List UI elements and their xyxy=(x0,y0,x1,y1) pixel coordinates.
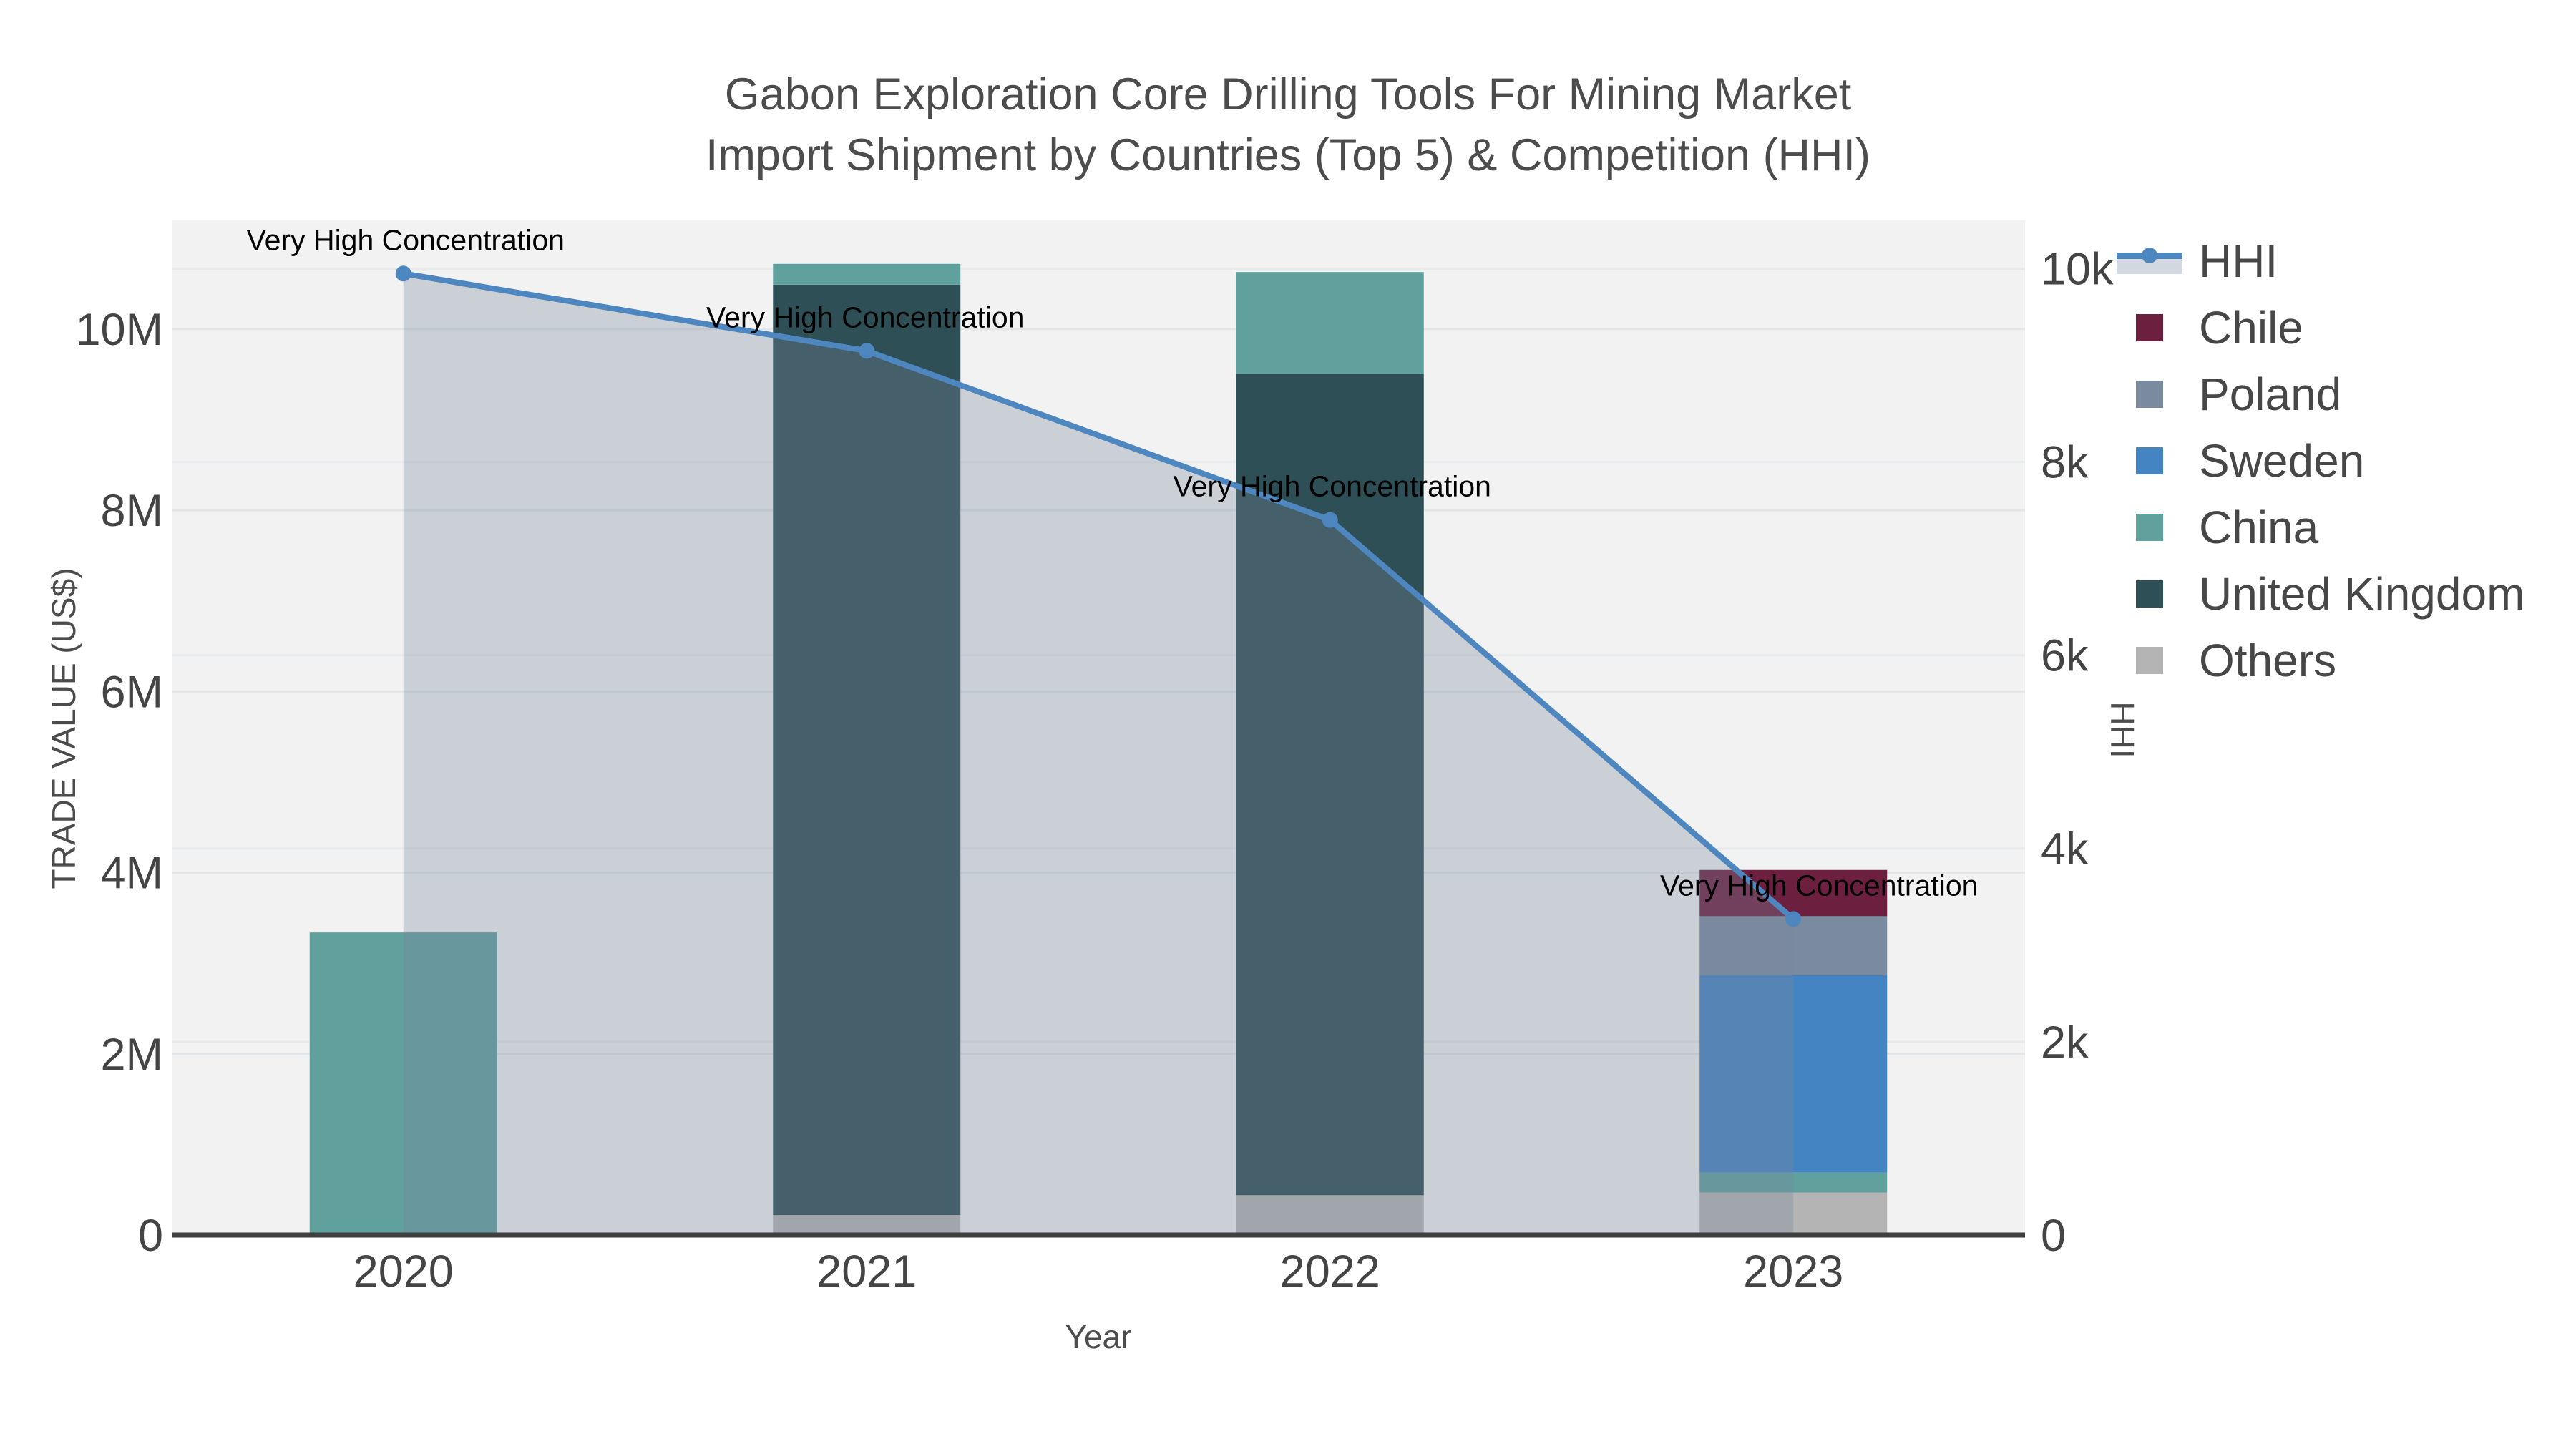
annotation-2023: Very High Concentration xyxy=(1660,869,1978,902)
legend-item-sweden[interactable]: Sweden xyxy=(2117,427,2524,494)
y-left-tick-0: 0 xyxy=(138,1211,163,1261)
y-left-tick-6M: 6M xyxy=(100,667,163,717)
bar-segment-united-kingdom-2021[interactable] xyxy=(773,284,961,1216)
hhi-marker-2021[interactable] xyxy=(859,343,875,359)
x-tick-2023: 2023 xyxy=(1743,1246,1843,1297)
x-axis-title: Year xyxy=(1065,1318,1132,1355)
bar-segment-china-2020[interactable] xyxy=(309,932,497,1235)
chart-title-line1: Gabon Exploration Core Drilling Tools Fo… xyxy=(725,69,1852,119)
x-tick-2022: 2022 xyxy=(1280,1246,1380,1297)
legend-item-chile[interactable]: Chile xyxy=(2117,294,2524,361)
legend-label: United Kingdom xyxy=(2199,567,2525,620)
annotation-2021: Very High Concentration xyxy=(706,301,1024,333)
poland-swatch-icon xyxy=(2117,380,2182,409)
legend-item-united-kingdom[interactable]: United Kingdom xyxy=(2117,560,2524,627)
bar-segment-chile-2023[interactable] xyxy=(1699,869,1888,917)
bar-segment-others-2023[interactable] xyxy=(1699,1192,1888,1235)
bar-segment-united-kingdom-2022[interactable] xyxy=(1236,373,1424,1196)
legend-item-china[interactable]: China xyxy=(2117,494,2524,560)
y-left-tick-10M: 10M xyxy=(75,305,163,355)
legend-label: Chile xyxy=(2199,301,2303,353)
y-left-tick-2M: 2M xyxy=(100,1030,163,1080)
legend-label: China xyxy=(2199,501,2319,553)
hhi-line-icon xyxy=(2117,247,2182,275)
y-right-tick-0: 0 xyxy=(2041,1211,2066,1261)
y-right-tick-8k: 8k xyxy=(2041,438,2089,488)
y-right-tick-4k: 4k xyxy=(2041,824,2089,874)
y-left-tick-4M: 4M xyxy=(100,849,163,899)
bar-segment-china-2022[interactable] xyxy=(1236,272,1424,374)
y-left-tick-8M: 8M xyxy=(100,486,163,536)
chile-swatch-icon xyxy=(2117,313,2182,342)
x-tick-2020: 2020 xyxy=(353,1246,454,1297)
hhi-line xyxy=(400,270,1797,922)
annotation-2020: Very High Concentration xyxy=(247,223,565,256)
legend-label: Others xyxy=(2199,634,2337,686)
bar-segment-china-2023[interactable] xyxy=(1699,1172,1888,1193)
bar-segment-others-2022[interactable] xyxy=(1236,1195,1424,1235)
x-tick-2021: 2021 xyxy=(816,1246,917,1297)
hhi-marker-2023[interactable] xyxy=(1785,911,1802,927)
legend-item-hhi[interactable]: HHI xyxy=(2117,228,2524,294)
y-right-tick-6k: 6k xyxy=(2041,631,2089,681)
y-right-tick-10k: 10k xyxy=(2041,245,2114,295)
sweden-swatch-icon xyxy=(2117,447,2182,475)
others-swatch-icon xyxy=(2117,646,2182,675)
hhi-marker-2020[interactable] xyxy=(395,265,411,282)
legend-label: HHI xyxy=(2199,235,2278,287)
legend-label: Poland xyxy=(2199,368,2342,420)
hhi-marker-2022[interactable] xyxy=(1322,512,1338,528)
china-swatch-icon xyxy=(2117,513,2182,542)
chart-title-line2: Import Shipment by Countries (Top 5) & C… xyxy=(706,130,1870,180)
legend-item-poland[interactable]: Poland xyxy=(2117,361,2524,427)
hhi-area-fill xyxy=(403,273,1794,1236)
bar-segment-others-2021[interactable] xyxy=(773,1215,961,1235)
legend-label: Sweden xyxy=(2199,434,2365,487)
y-left-axis-title: TRADE VALUE (US$) xyxy=(45,567,82,889)
annotation-2022: Very High Concentration xyxy=(1174,470,1491,503)
united-kingdom-swatch-icon xyxy=(2117,580,2182,608)
y-right-axis-title: HHI xyxy=(2104,701,2141,758)
y-right-tick-2k: 2k xyxy=(2041,1018,2089,1068)
bar-segment-sweden-2023[interactable] xyxy=(1699,975,1888,1173)
chart-legend: HHI Chile Poland Sweden China United Kingdom O… xyxy=(2117,228,2524,693)
bar-segment-china-2021[interactable] xyxy=(773,263,961,285)
legend-item-others[interactable]: Others xyxy=(2117,627,2524,693)
